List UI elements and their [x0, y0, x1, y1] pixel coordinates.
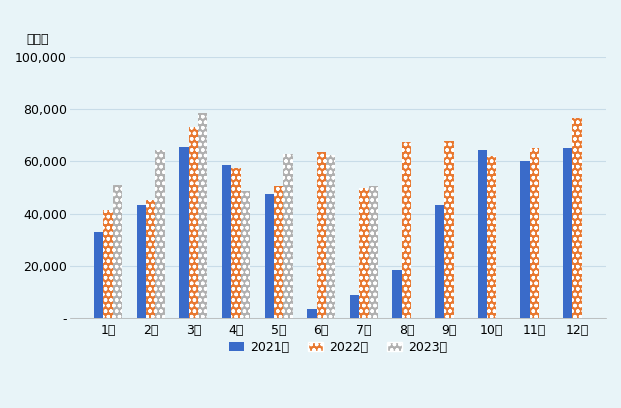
Bar — [326, 155, 335, 318]
Bar — [368, 186, 378, 318]
Bar — [146, 200, 155, 318]
Bar — [198, 113, 207, 318]
Bar — [113, 185, 122, 318]
Bar — [231, 168, 241, 318]
Bar — [155, 150, 165, 318]
Bar — [222, 165, 231, 318]
Bar — [520, 162, 530, 318]
Bar — [317, 152, 326, 318]
Bar — [104, 210, 113, 318]
Bar — [530, 148, 539, 318]
Bar — [572, 118, 582, 318]
Bar — [326, 155, 335, 318]
Bar — [155, 150, 165, 318]
Bar — [241, 191, 250, 318]
Bar — [94, 232, 104, 318]
Bar — [274, 186, 283, 318]
Bar — [572, 118, 582, 318]
Bar — [283, 153, 292, 318]
Bar — [189, 127, 198, 318]
Bar — [104, 210, 113, 318]
Bar — [487, 156, 496, 318]
Bar — [478, 150, 487, 318]
Bar — [359, 188, 368, 318]
Bar — [530, 148, 539, 318]
Bar — [265, 194, 274, 318]
Bar — [283, 153, 292, 318]
Bar — [307, 309, 317, 318]
Bar — [435, 204, 445, 318]
Bar — [445, 141, 454, 318]
Text: （台）: （台） — [27, 33, 49, 47]
Bar — [563, 149, 572, 318]
Legend: 2021年, 2022年, 2023年: 2021年, 2022年, 2023年 — [224, 336, 452, 359]
Bar — [231, 168, 241, 318]
Bar — [241, 191, 250, 318]
Bar — [368, 186, 378, 318]
Bar — [179, 147, 189, 318]
Bar — [392, 270, 402, 318]
Bar — [317, 152, 326, 318]
Bar — [189, 127, 198, 318]
Bar — [359, 188, 368, 318]
Bar — [487, 156, 496, 318]
Bar — [146, 200, 155, 318]
Bar — [402, 142, 411, 318]
Bar — [137, 204, 146, 318]
Bar — [350, 295, 359, 318]
Bar — [402, 142, 411, 318]
Bar — [445, 141, 454, 318]
Bar — [274, 186, 283, 318]
Bar — [198, 113, 207, 318]
Bar — [113, 185, 122, 318]
